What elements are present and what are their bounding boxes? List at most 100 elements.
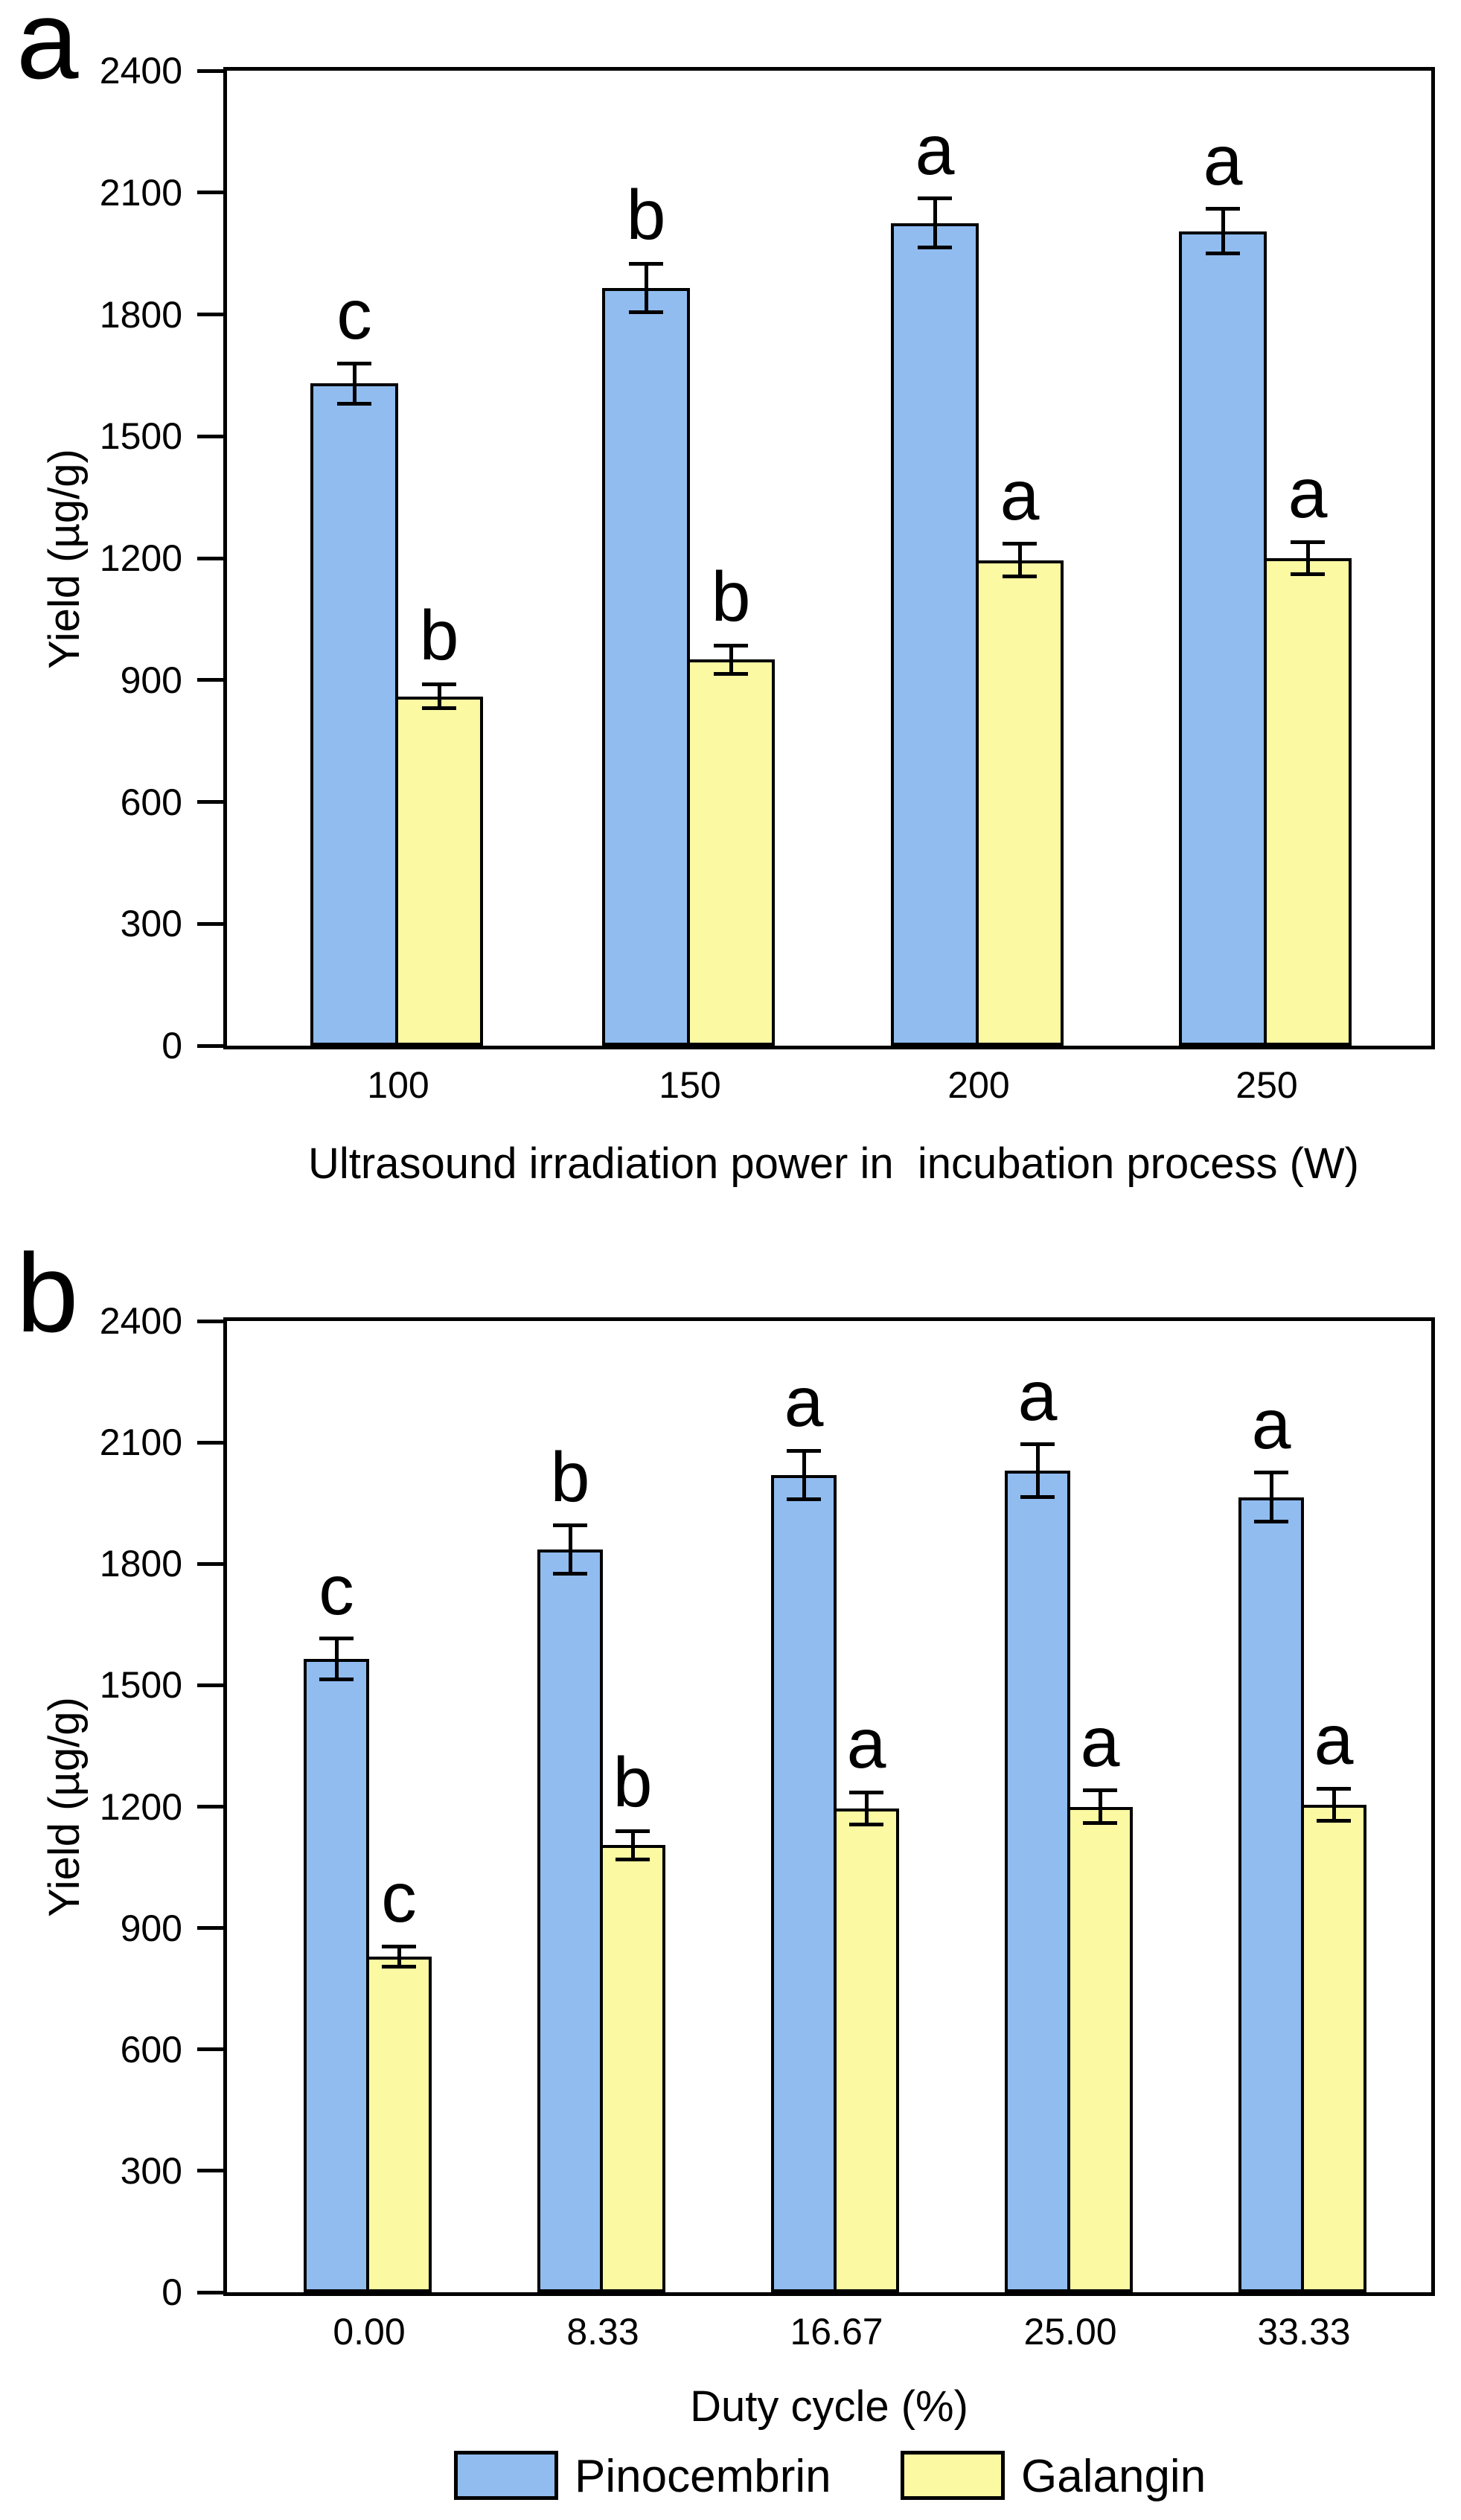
bar-pinocembrin	[602, 288, 690, 1046]
bar-galangin	[600, 1845, 665, 2292]
error-bar-cap	[1020, 1495, 1055, 1500]
x-tick-label: 25.00	[1023, 2311, 1117, 2353]
error-bar-cap	[1083, 1820, 1117, 1825]
error-bar-line	[1035, 1444, 1040, 1497]
error-bar-cap	[553, 1572, 587, 1576]
sig-letter: a	[784, 1363, 824, 1442]
sig-letter: b	[419, 596, 459, 676]
x-tick-label: 100	[367, 1064, 429, 1106]
error-bar-cap	[1206, 207, 1240, 211]
y-tick	[197, 313, 223, 316]
y-tick-label: 300	[120, 903, 182, 945]
sig-letter: a	[1288, 454, 1328, 534]
bar-galangin	[366, 1956, 432, 2292]
bar-pinocembrin	[1238, 1497, 1304, 2292]
y-tick-label: 300	[120, 2149, 182, 2192]
x-tick-label: 150	[659, 1064, 721, 1106]
legend-label-galangin: Galangin	[1021, 2451, 1206, 2502]
y-tick	[197, 1440, 223, 1445]
panel-a-letter: a	[16, 0, 79, 102]
bar-pinocembrin	[310, 383, 398, 1046]
y-tick-label: 1800	[99, 1543, 182, 1585]
y-tick-label: 600	[120, 2028, 182, 2070]
error-bar-cap	[616, 1857, 650, 1861]
sig-letter: b	[613, 1743, 653, 1823]
sig-letter: a	[1017, 1356, 1058, 1436]
x-tick-label: 8.33	[566, 2311, 639, 2353]
y-tick	[197, 191, 223, 195]
y-tick	[197, 2047, 223, 2052]
bar-galangin	[395, 696, 483, 1046]
x-axis-title-a: Ultrasound irradiation power in incubati…	[308, 1139, 1359, 1188]
x-tick-label: 33.33	[1257, 2311, 1351, 2353]
y-tick	[197, 1319, 223, 1323]
error-bar-cap	[1003, 542, 1037, 546]
y-tick	[197, 1805, 223, 1809]
error-bar-line	[437, 684, 441, 709]
error-bar-line	[1305, 542, 1310, 575]
y-tick-label: 600	[120, 781, 182, 823]
error-bar-cap	[1317, 1819, 1351, 1823]
error-bar-cap	[849, 1823, 883, 1827]
sig-letter: b	[626, 176, 666, 255]
y-tick-label: 1800	[99, 293, 182, 336]
error-bar-line	[568, 1525, 572, 1574]
y-tick	[197, 556, 223, 560]
error-bar-cap	[319, 1637, 354, 1641]
error-bar-line	[864, 1792, 869, 1825]
sig-letter: b	[550, 1437, 590, 1517]
error-bar-cap	[1206, 252, 1240, 256]
y-tick-label: 1200	[99, 537, 182, 579]
error-bar-cap	[849, 1790, 883, 1794]
error-bar-cap	[918, 196, 952, 201]
error-bar-cap	[1291, 540, 1325, 544]
y-tick-label: 900	[120, 659, 182, 701]
bar-galangin	[1264, 558, 1352, 1046]
bar-pinocembrin	[771, 1474, 837, 2292]
bar-galangin	[1067, 1806, 1133, 2292]
y-tick	[197, 800, 223, 804]
legend-swatch-galangin	[901, 2451, 1005, 2500]
bar-galangin	[687, 659, 775, 1046]
error-bar-cap	[787, 1497, 821, 1501]
x-tick-label: 16.67	[790, 2311, 883, 2353]
y-tick-label: 2100	[99, 171, 182, 214]
y-tick-label: 0	[162, 1025, 182, 1066]
plot-area-b: 0 300 600 900 1200 1500 1800 2100 2400 0.00 c c 8.33…	[100, 1302, 1435, 2350]
error-bar-cap	[1254, 1519, 1288, 1523]
error-bar-cap	[918, 245, 952, 249]
y-tick-label: 2400	[99, 50, 182, 92]
y-tick	[197, 678, 223, 682]
sig-letter: a	[1080, 1702, 1120, 1782]
error-bar-line	[933, 198, 937, 248]
error-bar-line	[729, 645, 733, 674]
error-bar-line	[1331, 1788, 1336, 1821]
bar-galangin	[976, 560, 1064, 1046]
y-tick	[197, 1926, 223, 1931]
error-bar-line	[630, 1831, 635, 1860]
legend-swatch-pinocembrin	[454, 2451, 558, 2500]
sig-letter: a	[915, 110, 955, 190]
panel-b-letter: b	[16, 1230, 79, 1355]
error-bar-line	[334, 1638, 339, 1680]
sig-letter: c	[381, 1858, 417, 1938]
sig-letter: a	[1203, 121, 1243, 200]
bar-pinocembrin	[304, 1659, 369, 2292]
error-bar-line	[1098, 1790, 1102, 1823]
sig-letter: a	[1251, 1384, 1291, 1464]
error-bar-cap	[1083, 1788, 1117, 1793]
error-bar-cap	[629, 261, 663, 266]
error-bar-cap	[1254, 1471, 1288, 1475]
y-tick	[197, 921, 223, 926]
x-tick-label: 200	[947, 1064, 1010, 1106]
error-bar-line	[644, 263, 648, 313]
error-bar-cap	[1020, 1442, 1055, 1447]
sig-letter: c	[336, 275, 372, 354]
sig-letter: a	[846, 1704, 886, 1784]
y-tick	[197, 434, 223, 438]
error-bar-cap	[319, 1677, 354, 1681]
y-tick	[197, 1043, 223, 1048]
bar-pinocembrin	[1179, 231, 1267, 1046]
y-tick-label: 0	[162, 2271, 182, 2313]
x-tick-label: 250	[1235, 1064, 1298, 1106]
